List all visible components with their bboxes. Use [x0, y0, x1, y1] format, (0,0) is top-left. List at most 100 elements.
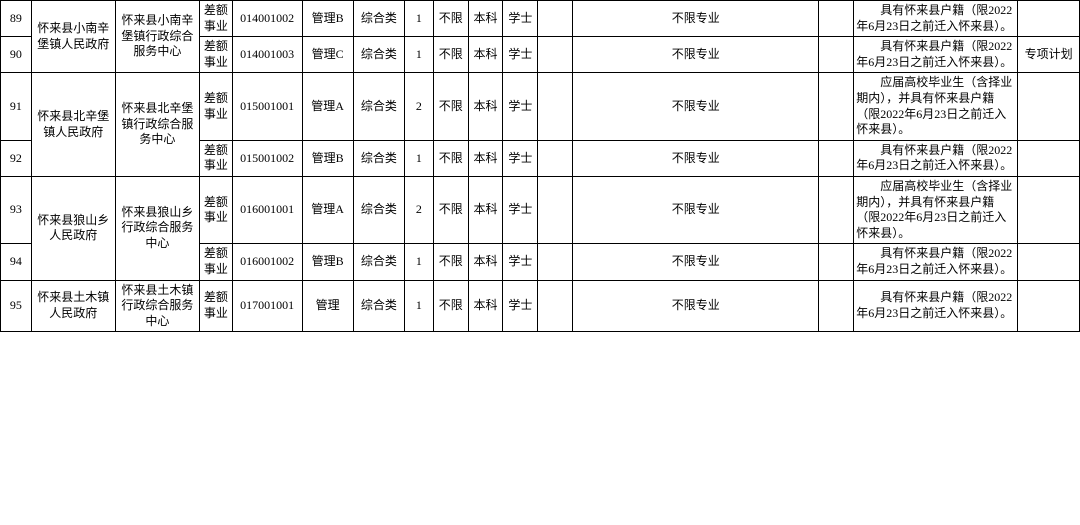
table-row: 93 怀来县狼山乡人民政府 怀来县狼山乡行政综合服务中心 差额事业 016001…: [1, 176, 1080, 243]
cell-major: 不限专业: [573, 244, 819, 280]
cell-plan: [1018, 280, 1080, 332]
cell-num: 2: [405, 73, 434, 140]
cell-type: 差额事业: [199, 244, 232, 280]
cell-limit: 不限: [433, 280, 468, 332]
cell-edu: 本科: [468, 176, 503, 243]
cell-note: 具有怀来县户籍（限2022年6月23日之前迁入怀来县）。: [854, 1, 1018, 37]
cell-cat: 综合类: [353, 37, 404, 73]
cell-plan: [1018, 1, 1080, 37]
cell-type: 差额事业: [199, 37, 232, 73]
cell-x2: [819, 140, 854, 176]
cell-edu: 本科: [468, 37, 503, 73]
cell-type: 差额事业: [199, 73, 232, 140]
cell-limit: 不限: [433, 73, 468, 140]
cell-type: 差额事业: [199, 280, 232, 332]
cell-deg: 学士: [503, 1, 538, 37]
cell-deg: 学士: [503, 37, 538, 73]
cell-x2: [819, 176, 854, 243]
cell-cat: 综合类: [353, 1, 404, 37]
cell-code: 015001002: [232, 140, 302, 176]
cell-x2: [819, 244, 854, 280]
cell-num: 1: [405, 280, 434, 332]
cell-x1: [538, 37, 573, 73]
cell-idx: 90: [1, 37, 32, 73]
cell-unit: 怀来县狼山乡行政综合服务中心: [115, 176, 199, 280]
cell-major: 不限专业: [573, 280, 819, 332]
cell-edu: 本科: [468, 244, 503, 280]
cell-num: 1: [405, 244, 434, 280]
cell-edu: 本科: [468, 73, 503, 140]
cell-post: 管理A: [302, 73, 353, 140]
cell-limit: 不限: [433, 37, 468, 73]
cell-note: 应届高校毕业生（含择业期内），并具有怀来县户籍（限2022年6月23日之前迁入怀…: [854, 176, 1018, 243]
cell-note: 具有怀来县户籍（限2022年6月23日之前迁入怀来县）。: [854, 37, 1018, 73]
cell-x1: [538, 280, 573, 332]
cell-major: 不限专业: [573, 1, 819, 37]
cell-cat: 综合类: [353, 280, 404, 332]
cell-unit: 怀来县北辛堡镇行政综合服务中心: [115, 73, 199, 177]
cell-major: 不限专业: [573, 176, 819, 243]
cell-deg: 学士: [503, 73, 538, 140]
cell-cat: 综合类: [353, 244, 404, 280]
cell-post: 管理B: [302, 1, 353, 37]
cell-limit: 不限: [433, 1, 468, 37]
cell-x2: [819, 73, 854, 140]
cell-edu: 本科: [468, 280, 503, 332]
cell-code: 014001003: [232, 37, 302, 73]
cell-edu: 本科: [468, 140, 503, 176]
cell-deg: 学士: [503, 176, 538, 243]
cell-major: 不限专业: [573, 73, 819, 140]
cell-dept: 怀来县北辛堡镇人民政府: [31, 73, 115, 177]
cell-limit: 不限: [433, 140, 468, 176]
cell-x1: [538, 176, 573, 243]
cell-unit: 怀来县小南辛堡镇行政综合服务中心: [115, 1, 199, 73]
table-row: 91 怀来县北辛堡镇人民政府 怀来县北辛堡镇行政综合服务中心 差额事业 0150…: [1, 73, 1080, 140]
cell-note: 应届高校毕业生（含择业期内），并具有怀来县户籍（限2022年6月23日之前迁入怀…: [854, 73, 1018, 140]
cell-plan: [1018, 176, 1080, 243]
cell-plan: [1018, 140, 1080, 176]
cell-x1: [538, 73, 573, 140]
cell-cat: 综合类: [353, 176, 404, 243]
cell-deg: 学士: [503, 140, 538, 176]
cell-num: 1: [405, 140, 434, 176]
cell-x1: [538, 244, 573, 280]
cell-code: 015001001: [232, 73, 302, 140]
cell-cat: 综合类: [353, 73, 404, 140]
cell-num: 1: [405, 1, 434, 37]
cell-dept: 怀来县土木镇人民政府: [31, 280, 115, 332]
cell-post: 管理B: [302, 244, 353, 280]
cell-x1: [538, 140, 573, 176]
cell-type: 差额事业: [199, 176, 232, 243]
cell-code: 016001002: [232, 244, 302, 280]
cell-unit: 怀来县土木镇行政综合服务中心: [115, 280, 199, 332]
cell-plan: [1018, 244, 1080, 280]
cell-idx: 91: [1, 73, 32, 140]
cell-note: 具有怀来县户籍（限2022年6月23日之前迁入怀来县）。: [854, 280, 1018, 332]
cell-num: 2: [405, 176, 434, 243]
cell-x2: [819, 37, 854, 73]
cell-post: 管理A: [302, 176, 353, 243]
cell-code: 014001002: [232, 1, 302, 37]
cell-plan: [1018, 73, 1080, 140]
cell-cat: 综合类: [353, 140, 404, 176]
cell-edu: 本科: [468, 1, 503, 37]
cell-note: 具有怀来县户籍（限2022年6月23日之前迁入怀来县）。: [854, 140, 1018, 176]
cell-idx: 94: [1, 244, 32, 280]
cell-deg: 学士: [503, 280, 538, 332]
positions-table: 89 怀来县小南辛堡镇人民政府 怀来县小南辛堡镇行政综合服务中心 差额事业 01…: [0, 0, 1080, 332]
cell-limit: 不限: [433, 176, 468, 243]
cell-num: 1: [405, 37, 434, 73]
cell-idx: 89: [1, 1, 32, 37]
cell-idx: 92: [1, 140, 32, 176]
cell-major: 不限专业: [573, 140, 819, 176]
cell-major: 不限专业: [573, 37, 819, 73]
cell-post: 管理: [302, 280, 353, 332]
cell-idx: 93: [1, 176, 32, 243]
cell-note: 具有怀来县户籍（限2022年6月23日之前迁入怀来县）。: [854, 244, 1018, 280]
cell-post: 管理C: [302, 37, 353, 73]
cell-type: 差额事业: [199, 140, 232, 176]
table-row: 89 怀来县小南辛堡镇人民政府 怀来县小南辛堡镇行政综合服务中心 差额事业 01…: [1, 1, 1080, 37]
cell-type: 差额事业: [199, 1, 232, 37]
cell-x2: [819, 1, 854, 37]
cell-x1: [538, 1, 573, 37]
